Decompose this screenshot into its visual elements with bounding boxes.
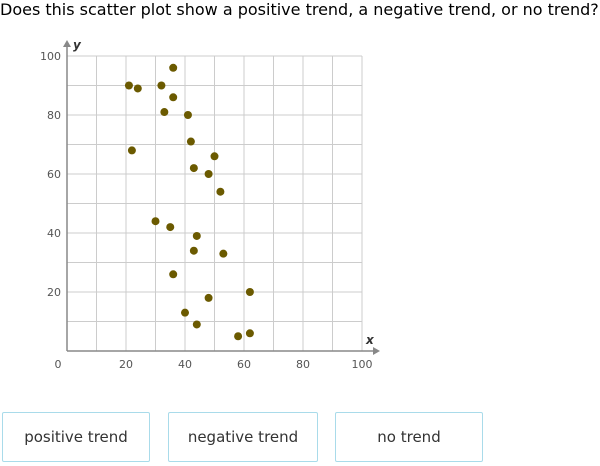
y-tick-label: 60	[47, 168, 61, 181]
data-point	[183, 111, 192, 119]
tick-labels: 0 20 40 60 80 100 20 40 60 80 100	[40, 50, 373, 371]
data-point	[210, 152, 219, 161]
data-point	[169, 93, 178, 102]
data-point	[245, 329, 254, 338]
data-point	[186, 137, 195, 146]
data-point	[204, 293, 213, 302]
answer-choices: positive trend negative trend no trend	[0, 412, 600, 464]
data-point	[127, 146, 136, 155]
y-tick-label: 20	[47, 286, 61, 299]
positive-trend-button[interactable]: positive trend	[2, 412, 150, 462]
data-point	[124, 81, 133, 90]
y-axis-arrow-icon	[63, 40, 71, 47]
x-axis-label: x	[365, 333, 375, 347]
data-point	[192, 231, 201, 240]
grid	[67, 55, 363, 351]
data-point	[234, 332, 243, 341]
data-points	[124, 63, 254, 341]
scatter-plot: 0 20 40 60 80 100 20 40 60 80 100 x y	[40, 38, 380, 371]
negative-trend-button[interactable]: negative trend	[168, 412, 318, 462]
data-point	[151, 217, 160, 226]
no-trend-button[interactable]: no trend	[335, 412, 483, 462]
y-tick-label: 80	[47, 109, 61, 122]
x-tick-label: 80	[296, 358, 310, 371]
x-tick-label: 60	[237, 358, 251, 371]
x-tick-label: 40	[178, 358, 192, 371]
data-point	[245, 288, 254, 296]
x-tick-label: 20	[119, 358, 133, 371]
y-tick-label: 40	[47, 227, 61, 240]
x-axis-arrow-icon	[373, 347, 380, 355]
data-point	[204, 170, 213, 178]
data-point	[216, 187, 225, 196]
data-point	[133, 84, 142, 93]
y-tick-label: 100	[40, 50, 61, 63]
data-point	[169, 270, 178, 279]
data-point	[181, 308, 189, 317]
data-point	[160, 108, 169, 117]
x-tick-label: 0	[55, 358, 62, 371]
data-point	[166, 223, 175, 232]
data-point	[189, 246, 198, 255]
data-point	[157, 81, 166, 90]
question-text: Does this scatter plot show a positive t…	[0, 0, 599, 19]
data-point	[169, 63, 178, 72]
data-point	[219, 249, 228, 258]
data-point	[192, 320, 201, 329]
axes	[63, 40, 380, 355]
data-point	[189, 164, 198, 173]
y-axis-label: y	[73, 38, 82, 52]
x-tick-label: 100	[352, 358, 373, 371]
